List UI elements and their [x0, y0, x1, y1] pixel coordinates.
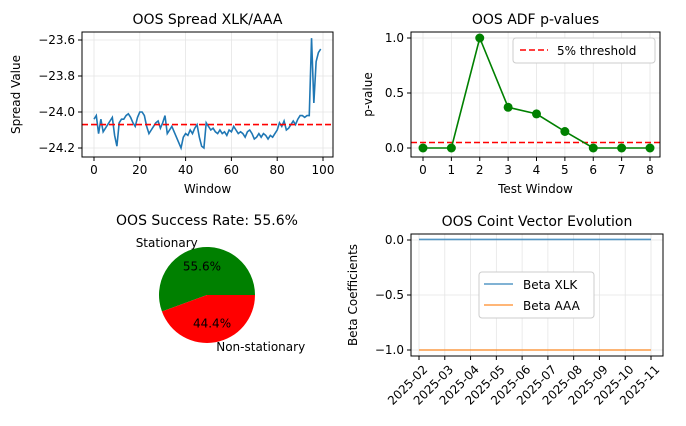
x-tick-label: 40	[178, 163, 193, 177]
pvalue-point	[645, 143, 655, 153]
y-tick-label: 0.0	[385, 141, 404, 155]
axes-frame	[81, 31, 334, 158]
x-tick-label: 7	[618, 163, 626, 177]
x-axis-label: Window	[184, 182, 232, 196]
pvalue-point	[588, 143, 598, 153]
x-tick-label: 5	[561, 163, 569, 177]
axes-frame	[410, 31, 661, 158]
x-tick-label: 60	[224, 163, 239, 177]
pie-slice-non-stationary	[161, 295, 255, 343]
pie-pct-label: 44.4%	[193, 316, 231, 330]
y-tick-label: 1.0	[385, 31, 404, 45]
pvalue-point	[503, 102, 513, 112]
x-tick-label: 0	[419, 163, 427, 177]
pvalue-point	[475, 33, 485, 43]
chart-title: OOS Coint Vector Evolution	[442, 214, 633, 230]
y-axis-label: Spread Value	[9, 55, 23, 134]
y-tick-label: −1.0	[375, 343, 404, 357]
x-tick-label: 80	[270, 163, 285, 177]
pvalue-point	[446, 143, 456, 153]
x-tick-label: 3	[504, 163, 512, 177]
y-tick-label: −23.8	[38, 69, 75, 83]
legend-box	[512, 37, 656, 64]
chart-title: OOS Spread XLK/AAA	[133, 12, 283, 28]
legend: 5% threshold	[512, 37, 656, 64]
x-tick-label: 0	[90, 163, 98, 177]
pie-pct-label: 55.6%	[183, 260, 221, 274]
pvalue-point	[532, 109, 541, 119]
pie-label: Non-stationary	[216, 340, 305, 354]
pvalue-point	[418, 143, 428, 153]
y-axis-label: p-value	[361, 72, 375, 116]
legend-label: Beta XLK	[523, 278, 578, 292]
chart-title: OOS ADF p-values	[472, 12, 599, 28]
y-tick-label: −0.5	[375, 288, 404, 302]
x-tick-label: 4	[533, 163, 541, 177]
x-tick-label: 8	[646, 163, 654, 177]
y-tick-label: 0.0	[385, 233, 404, 247]
pie-label: Stationary	[136, 236, 198, 250]
pie-slice-stationary	[159, 246, 255, 312]
x-tick-label: 1	[448, 163, 456, 177]
x-tick-label: 100	[312, 163, 335, 177]
axes-frame	[410, 233, 664, 357]
y-tick-label: 0.5	[385, 86, 404, 100]
y-tick-label: −24.0	[38, 105, 75, 119]
pvalue-point	[617, 143, 627, 153]
y-tick-label: −24.2	[38, 141, 75, 155]
chart-title: OOS Success Rate: 55.6%	[116, 213, 298, 229]
legend-label: 5% threshold	[557, 44, 636, 58]
legend-label: Beta AAA	[523, 299, 581, 313]
y-tick-label: −23.6	[38, 33, 75, 47]
spread-line	[93, 38, 322, 151]
pvalue-point	[560, 127, 570, 136]
x-tick-label: 20	[132, 163, 147, 177]
x-axis-label: Test Window	[497, 182, 573, 196]
x-tick-label: 2	[476, 163, 484, 177]
y-axis-label: Beta Coefficients	[346, 244, 360, 346]
x-tick-label: 6	[589, 163, 597, 177]
legend: Beta XLK Beta AAA	[478, 271, 595, 319]
